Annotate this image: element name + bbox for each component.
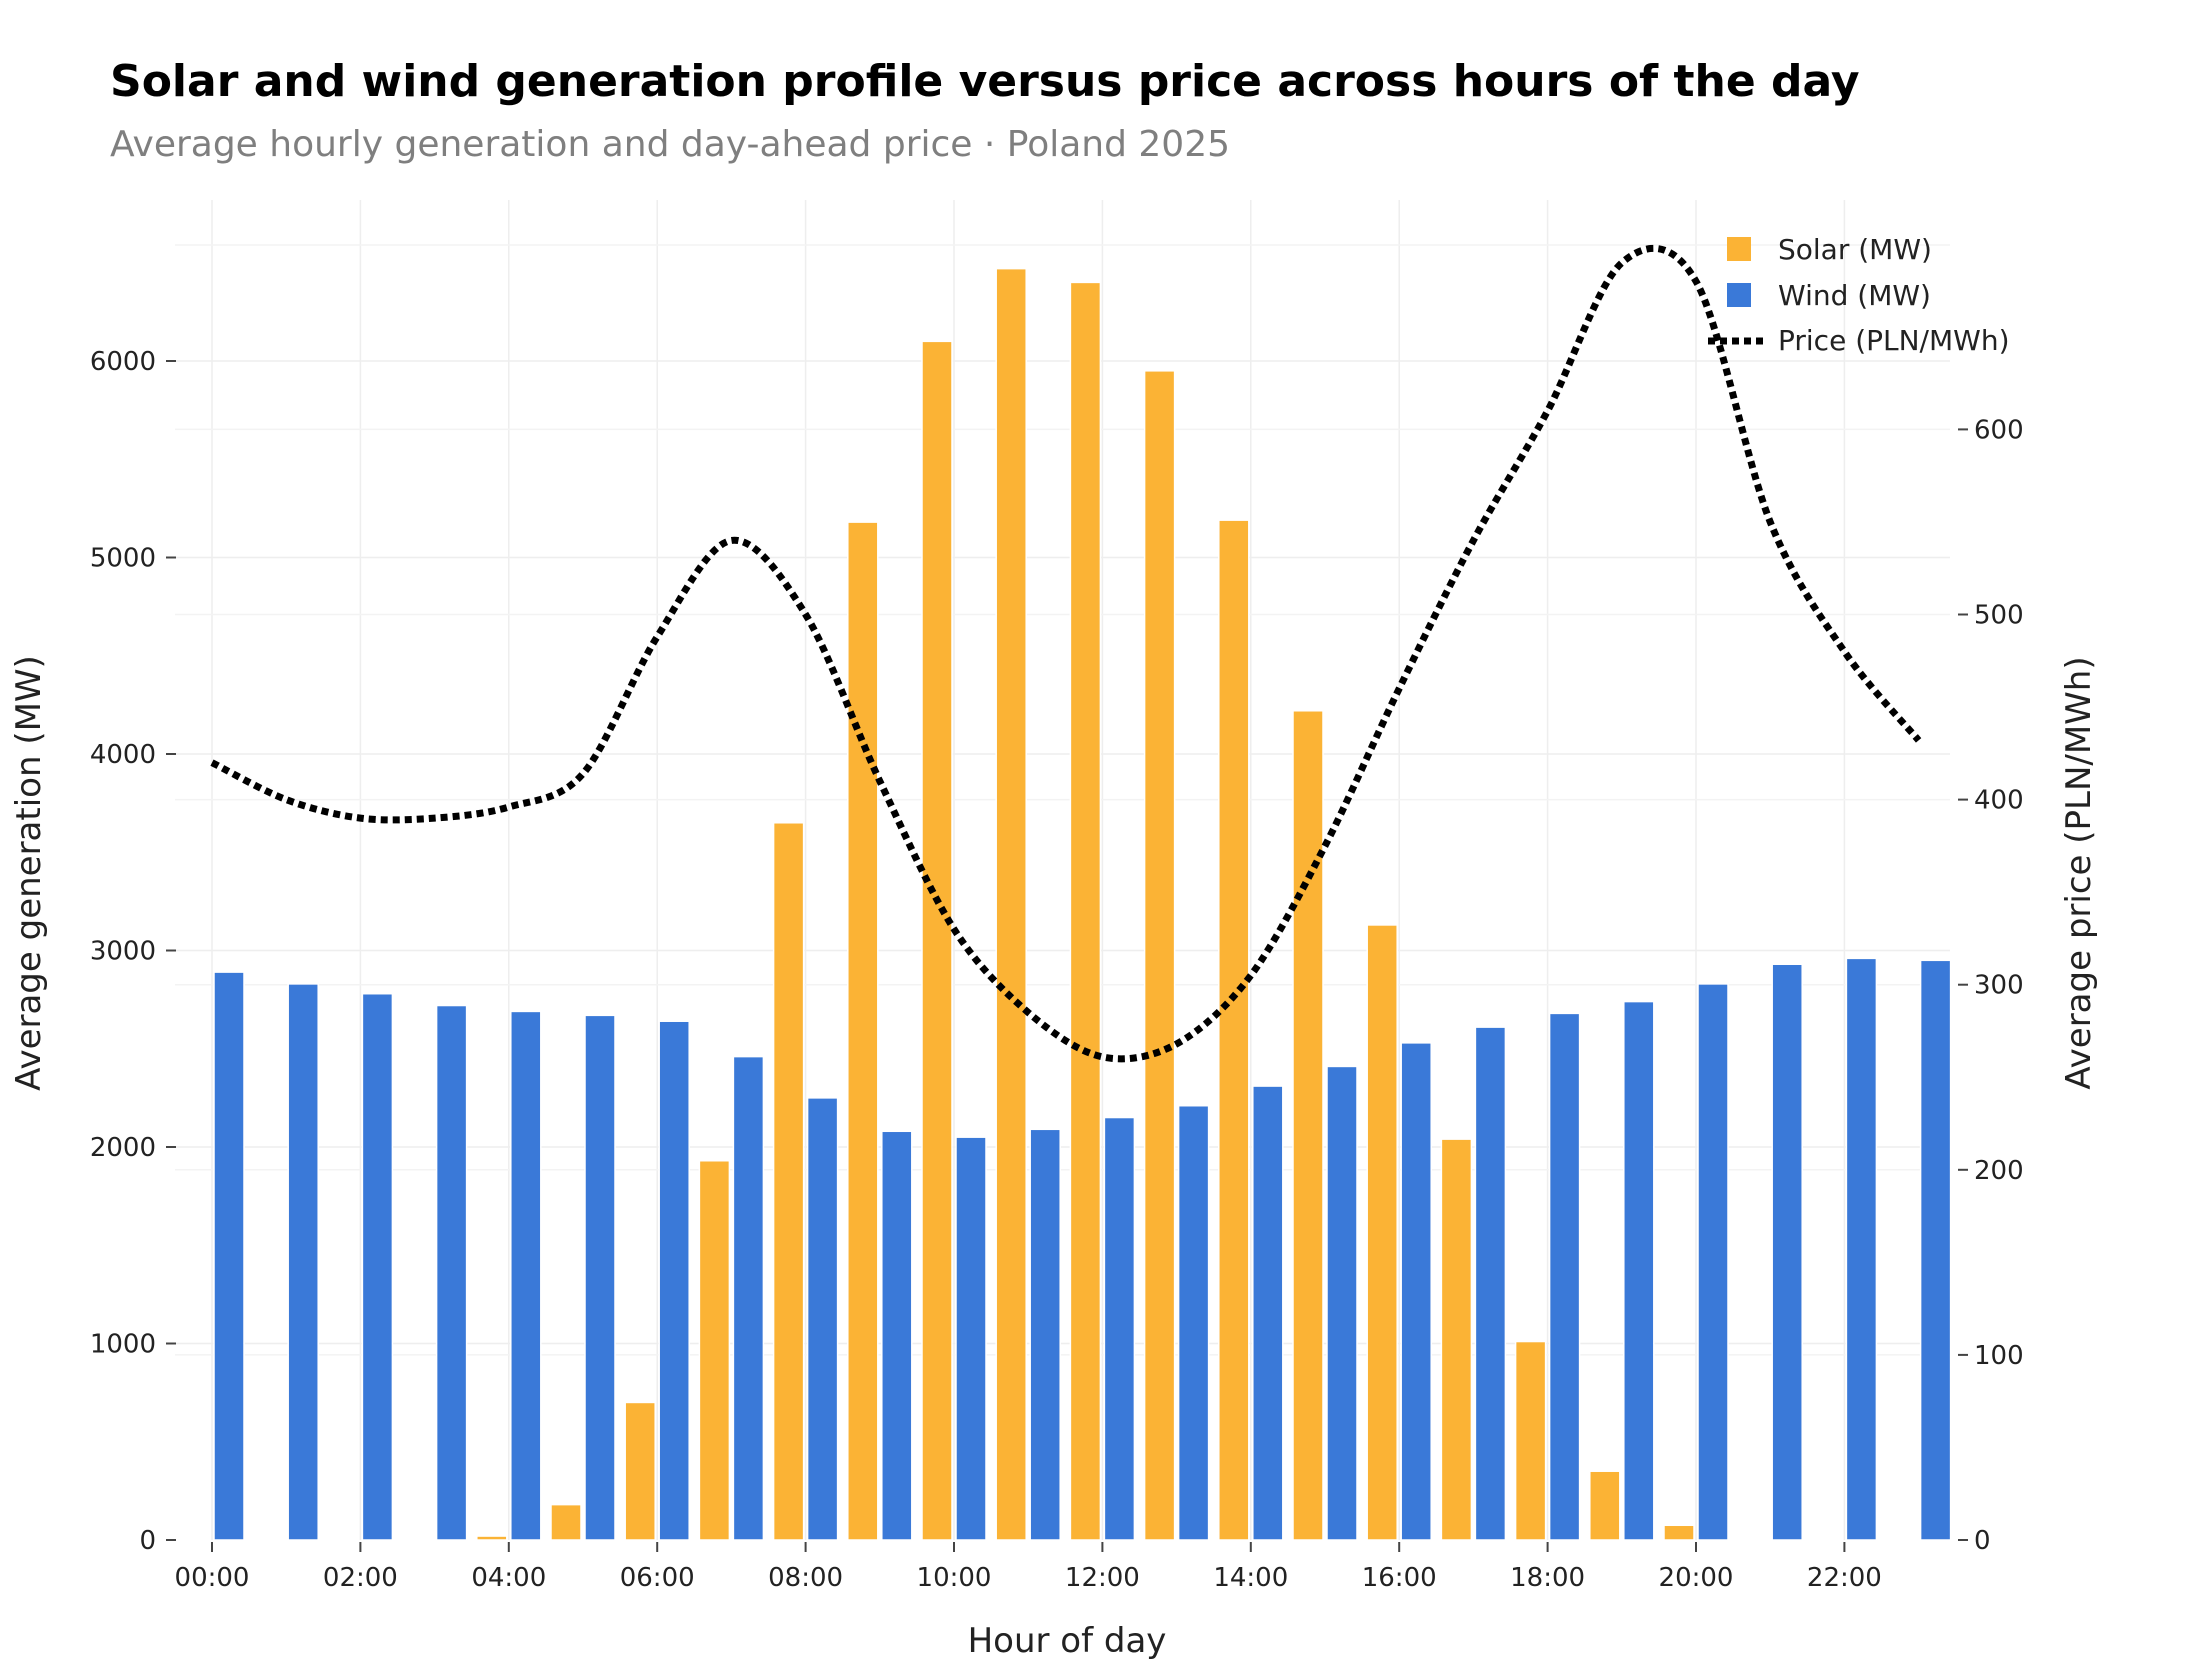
wind-bar xyxy=(1474,1026,1507,1541)
wind-bar xyxy=(955,1136,987,1541)
solar-bar xyxy=(1292,710,1324,1541)
y2-tick-label: 600 xyxy=(1974,415,2024,445)
x-tick-label: 12:00 xyxy=(1065,1563,1140,1593)
wind-bar xyxy=(732,1055,765,1541)
wind-bar xyxy=(584,1014,616,1541)
wind-bar xyxy=(213,971,245,1541)
x-tick-label: 04:00 xyxy=(471,1563,546,1593)
wind-bar xyxy=(361,992,394,1541)
y-axis-left-title: Average generation (MW) xyxy=(9,655,49,1091)
y2-tick-label: 500 xyxy=(1974,601,2024,631)
solar-bar xyxy=(698,1160,731,1541)
wind-bar xyxy=(658,1020,690,1541)
wind-bar xyxy=(1623,1000,1655,1541)
solar-bar xyxy=(1143,370,1176,1541)
solar-bar xyxy=(550,1503,582,1541)
solar-bar xyxy=(995,267,1027,1541)
solar-bar xyxy=(1069,281,1102,1541)
chart-title: Solar and wind generation profile versus… xyxy=(110,56,1860,107)
y-tick-label: 4000 xyxy=(90,740,156,770)
y-tick-label: 2000 xyxy=(90,1133,156,1163)
wind-bar xyxy=(1919,959,1952,1541)
solar-bar xyxy=(772,822,805,1541)
x-tick-label: 20:00 xyxy=(1659,1563,1734,1593)
legend-wind-swatch xyxy=(1727,283,1751,307)
wind-bar xyxy=(510,1010,542,1541)
y-axis-right-title: Average price (PLN/MWh) xyxy=(2059,656,2099,1089)
wind-bar xyxy=(287,983,319,1541)
wind-bar xyxy=(1177,1104,1210,1541)
solar-bar xyxy=(1663,1524,1695,1541)
wind-bar xyxy=(1029,1128,1061,1541)
y2-tick-label: 200 xyxy=(1974,1156,2024,1186)
x-tick-label: 18:00 xyxy=(1510,1563,1585,1593)
legend-solar-swatch xyxy=(1727,237,1751,261)
x-tick-label: 06:00 xyxy=(620,1563,695,1593)
wind-bar xyxy=(806,1097,839,1541)
x-tick-label: 22:00 xyxy=(1807,1563,1882,1593)
x-tick-label: 10:00 xyxy=(917,1563,992,1593)
y2-tick-label: 0 xyxy=(1974,1526,1991,1556)
wind-bar xyxy=(1400,1042,1432,1541)
y2-tick-label: 100 xyxy=(1974,1341,2024,1371)
wind-bar xyxy=(435,1004,468,1541)
wind-bar xyxy=(1252,1085,1284,1541)
wind-bar xyxy=(1771,963,1803,1541)
price-line xyxy=(210,244,1922,1063)
wind-bar xyxy=(1697,983,1729,1541)
solar-bar xyxy=(1514,1340,1547,1541)
x-tick-label: 02:00 xyxy=(323,1563,398,1593)
chart-subtitle: Average hourly generation and day-ahead … xyxy=(110,124,1231,165)
wind-bar xyxy=(1326,1065,1358,1541)
solar-bar xyxy=(921,340,953,1541)
legend-price-label: Price (PLN/MWh) xyxy=(1778,324,2010,357)
solar-bar xyxy=(476,1535,508,1541)
solar-bar xyxy=(1218,519,1250,1541)
legend: Solar (MW) Wind (MW) Price (PLN/MWh) xyxy=(1708,233,2010,357)
y2-tick-label: 300 xyxy=(1974,971,2024,1001)
line-series xyxy=(210,244,1922,1063)
x-tick-label: 16:00 xyxy=(1362,1563,1437,1593)
y-tick-label: 3000 xyxy=(90,937,156,967)
solar-bar xyxy=(624,1401,656,1541)
solar-bar xyxy=(1440,1138,1473,1541)
legend-solar-label: Solar (MW) xyxy=(1778,233,1932,266)
x-axis-title: Hour of day xyxy=(968,1621,1167,1661)
wind-bar xyxy=(881,1130,913,1541)
bar-series xyxy=(213,267,1952,1541)
wind-bar xyxy=(1548,1012,1581,1541)
axes: 0 1000 2000 3000 4000 5000 6000 0 100 200 300 400 50… xyxy=(90,347,2024,1593)
solar-bar xyxy=(1589,1470,1621,1541)
y-tick-label: 0 xyxy=(139,1526,156,1556)
y-tick-label: 6000 xyxy=(90,347,156,377)
x-tick-label: 14:00 xyxy=(1213,1563,1288,1593)
wind-bar xyxy=(1103,1116,1136,1541)
legend-wind-label: Wind (MW) xyxy=(1778,279,1931,312)
grid-lines xyxy=(175,200,1950,1540)
x-tick-label: 00:00 xyxy=(175,1563,250,1593)
y-tick-label: 1000 xyxy=(90,1330,156,1360)
solar-bar xyxy=(1366,924,1398,1541)
x-tick-label: 08:00 xyxy=(768,1563,843,1593)
solar-bar xyxy=(847,521,879,1541)
y2-tick-label: 400 xyxy=(1974,786,2024,816)
wind-bar xyxy=(1845,957,1878,1541)
y-tick-label: 5000 xyxy=(90,544,156,574)
